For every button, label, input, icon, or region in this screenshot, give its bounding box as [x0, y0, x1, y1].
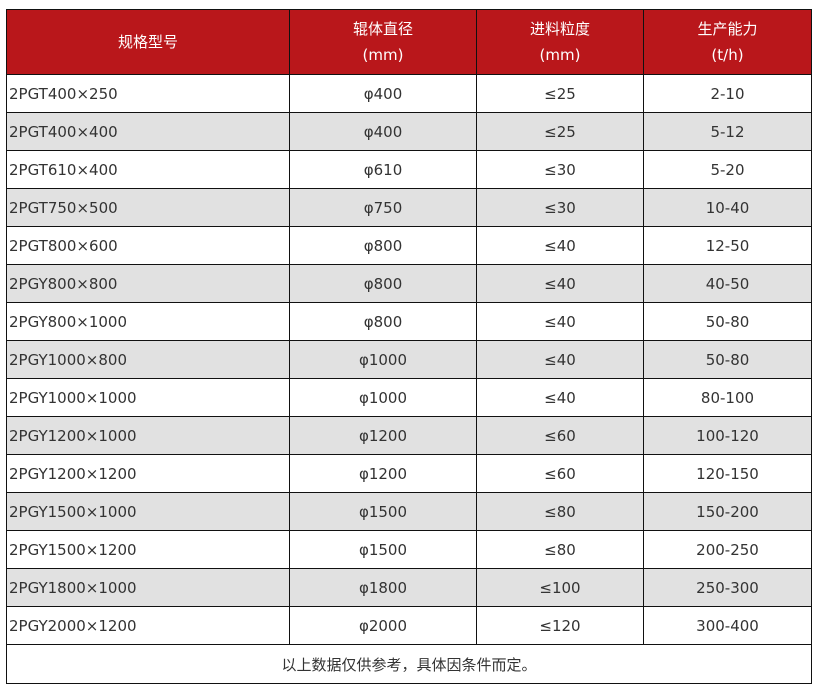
cell-feed-size: ≤25: [476, 74, 644, 113]
cell-capacity: 200-250: [643, 530, 812, 569]
cell-model: 2PGY800×800: [6, 264, 290, 303]
cell-roller-diameter: φ1200: [289, 416, 477, 455]
table-row: 2PGY1200×1200 φ1200 ≤60 120-150: [6, 454, 812, 493]
cell-capacity: 40-50: [643, 264, 812, 303]
footer-row: 以上数据仅供参考，具体因条件而定。: [6, 644, 812, 684]
cell-feed-size: ≤40: [476, 302, 644, 341]
cell-model: 2PGT400×250: [6, 74, 290, 113]
header-unit: (mm): [362, 46, 404, 64]
cell-model: 2PGT400×400: [6, 112, 290, 151]
cell-capacity: 300-400: [643, 606, 812, 645]
cell-roller-diameter: φ610: [289, 150, 477, 189]
cell-feed-size: ≤40: [476, 340, 644, 379]
cell-feed-size: ≤80: [476, 492, 644, 531]
cell-model: 2PGY2000×1200: [6, 606, 290, 645]
cell-feed-size: ≤30: [476, 188, 644, 227]
cell-model: 2PGY1200×1200: [6, 454, 290, 493]
header-unit: (t/h): [711, 46, 744, 64]
table-row: 2PGT400×400 φ400 ≤25 5-12: [6, 112, 812, 151]
cell-capacity: 10-40: [643, 188, 812, 227]
table-row: 2PGT400×250 φ400 ≤25 2-10: [6, 74, 812, 113]
header-roller-diameter: 辊体直径 (mm): [289, 9, 477, 75]
cell-model: 2PGY1800×1000: [6, 568, 290, 607]
cell-model: 2PGT800×600: [6, 226, 290, 265]
cell-capacity: 50-80: [643, 340, 812, 379]
cell-capacity: 150-200: [643, 492, 812, 531]
cell-feed-size: ≤40: [476, 264, 644, 303]
cell-roller-diameter: φ800: [289, 226, 477, 265]
cell-roller-diameter: φ2000: [289, 606, 477, 645]
cell-capacity: 2-10: [643, 74, 812, 113]
cell-feed-size: ≤80: [476, 530, 644, 569]
table-row: 2PGY800×800 φ800 ≤40 40-50: [6, 264, 812, 303]
cell-capacity: 50-80: [643, 302, 812, 341]
cell-model: 2PGY800×1000: [6, 302, 290, 341]
cell-feed-size: ≤40: [476, 226, 644, 265]
cell-roller-diameter: φ1500: [289, 492, 477, 531]
cell-feed-size: ≤120: [476, 606, 644, 645]
cell-capacity: 120-150: [643, 454, 812, 493]
table-row: 2PGT800×600 φ800 ≤40 12-50: [6, 226, 812, 265]
footer-note: 以上数据仅供参考，具体因条件而定。: [6, 644, 812, 684]
table-row: 2PGY800×1000 φ800 ≤40 50-80: [6, 302, 812, 341]
table-row: 2PGT610×400 φ610 ≤30 5-20: [6, 150, 812, 189]
header-capacity: 生产能力 (t/h): [643, 9, 812, 75]
cell-model: 2PGY1500×1200: [6, 530, 290, 569]
cell-roller-diameter: φ1000: [289, 378, 477, 417]
header-label: 进料粒度: [529, 20, 590, 38]
cell-feed-size: ≤25: [476, 112, 644, 151]
cell-capacity: 5-20: [643, 150, 812, 189]
cell-feed-size: ≤30: [476, 150, 644, 189]
header-unit: (mm): [539, 46, 581, 64]
table-row: 2PGY1200×1000 φ1200 ≤60 100-120: [6, 416, 812, 455]
cell-roller-diameter: φ400: [289, 74, 477, 113]
cell-capacity: 12-50: [643, 226, 812, 265]
table-row: 2PGY1500×1200 φ1500 ≤80 200-250: [6, 530, 812, 569]
header-label: 生产能力: [697, 20, 758, 38]
cell-roller-diameter: φ800: [289, 302, 477, 341]
cell-model: 2PGY1000×800: [6, 340, 290, 379]
cell-capacity: 250-300: [643, 568, 812, 607]
cell-roller-diameter: φ1800: [289, 568, 477, 607]
cell-feed-size: ≤100: [476, 568, 644, 607]
cell-feed-size: ≤60: [476, 454, 644, 493]
header-row: 规格型号 辊体直径 (mm) 进料粒度 (mm) 生产能力 (t/h): [6, 9, 812, 75]
table-row: 2PGY1000×800 φ1000 ≤40 50-80: [6, 340, 812, 379]
table-row: 2PGT750×500 φ750 ≤30 10-40: [6, 188, 812, 227]
table-row: 2PGY1800×1000 φ1800 ≤100 250-300: [6, 568, 812, 607]
table-row: 2PGY2000×1200 φ2000 ≤120 300-400: [6, 606, 812, 645]
cell-model: 2PGY1000×1000: [6, 378, 290, 417]
cell-roller-diameter: φ750: [289, 188, 477, 227]
cell-model: 2PGY1500×1000: [6, 492, 290, 531]
header-label: 辊体直径: [352, 20, 413, 38]
cell-roller-diameter: φ1500: [289, 530, 477, 569]
cell-capacity: 80-100: [643, 378, 812, 417]
cell-model: 2PGT750×500: [6, 188, 290, 227]
cell-roller-diameter: φ1000: [289, 340, 477, 379]
table-row: 2PGY1000×1000 φ1000 ≤40 80-100: [6, 378, 812, 417]
cell-roller-diameter: φ1200: [289, 454, 477, 493]
cell-feed-size: ≤60: [476, 416, 644, 455]
cell-feed-size: ≤40: [476, 378, 644, 417]
header-feed-size: 进料粒度 (mm): [476, 9, 644, 75]
cell-capacity: 100-120: [643, 416, 812, 455]
header-model: 规格型号: [6, 9, 290, 75]
table-row: 2PGY1500×1000 φ1500 ≤80 150-200: [6, 492, 812, 531]
header-label: 规格型号: [117, 33, 178, 51]
cell-capacity: 5-12: [643, 112, 812, 151]
cell-roller-diameter: φ800: [289, 264, 477, 303]
cell-roller-diameter: φ400: [289, 112, 477, 151]
cell-model: 2PGT610×400: [6, 150, 290, 189]
cell-model: 2PGY1200×1000: [6, 416, 290, 455]
spec-table: 规格型号 辊体直径 (mm) 进料粒度 (mm) 生产能力 (t/h) 2PGT400×25…: [6, 9, 812, 684]
